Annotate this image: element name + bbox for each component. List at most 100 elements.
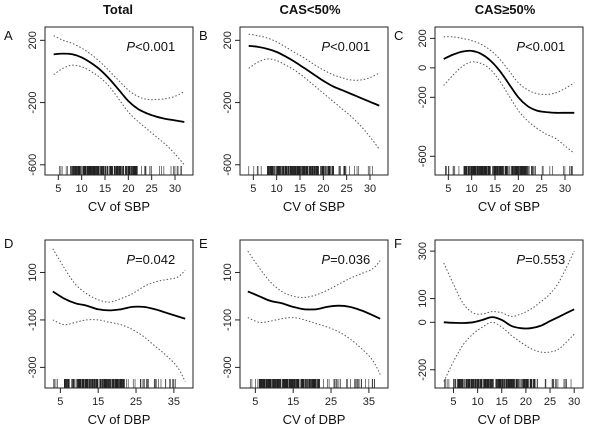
plot-frame (44, 239, 194, 389)
rug-marks (250, 379, 375, 388)
column-title-total: Total (103, 2, 133, 17)
x-tick-label: 25 (146, 183, 158, 195)
y-tick-label: 0 (417, 319, 429, 325)
y-tick-label: -600 (222, 154, 234, 176)
x-tick-label: 25 (536, 183, 548, 195)
p-value: =0.042 (135, 252, 175, 267)
rug-marks (53, 379, 176, 388)
series-lower (52, 319, 186, 382)
y-tick-label: -600 (417, 145, 429, 167)
panel-letter: F (394, 236, 402, 251)
series-upper (248, 33, 380, 81)
p-value: <0.001 (135, 39, 175, 54)
x-tick-label: 5 (250, 183, 256, 195)
series-lower (248, 58, 380, 150)
p-value: <0.001 (525, 39, 565, 54)
x-tick-label: 30 (364, 183, 376, 195)
series-upper (53, 35, 185, 101)
rug-marks (445, 166, 573, 175)
panel-d: D 5 15 25 35 100 -100 -300 P=0.042 CV of DBP (4, 236, 194, 427)
x-tick-label: 30 (568, 396, 580, 408)
p-value-label: P<0.001 (126, 39, 175, 54)
p-value-label: P=0.553 (516, 252, 565, 267)
x-tick-label: 20 (317, 183, 329, 195)
y-tick-label: 200 (27, 31, 39, 49)
series-upper (52, 248, 186, 303)
x-tick-label: 5 (57, 396, 63, 408)
x-tick-label: 5 (450, 396, 456, 408)
x-tick-label: 5 (445, 183, 451, 195)
x-tick-label: 5 (252, 396, 258, 408)
p-symbol: P (516, 39, 525, 54)
p-symbol: P (126, 39, 135, 54)
x-tick-label: 35 (168, 396, 180, 408)
x-tick-label: 35 (363, 396, 375, 408)
y-tick-label: 100 (27, 263, 39, 281)
series-upper (247, 250, 381, 298)
p-value: =0.036 (330, 252, 370, 267)
y-tick-label: -200 (222, 92, 234, 114)
x-tick-label: 15 (496, 396, 508, 408)
panel-c: C 5 10 15 20 25 30 200 0 -200 -600 P<0.001 CV of SBP (394, 26, 584, 214)
x-tick-label: 25 (130, 396, 142, 408)
series-upper (443, 36, 575, 95)
panel-letter: C (394, 28, 403, 43)
p-value-label: P=0.036 (321, 252, 370, 267)
panel-letter: A (4, 28, 13, 43)
plot-frame (434, 26, 584, 176)
y-tick-label: 100 (222, 263, 234, 281)
x-tick-label: 15 (287, 396, 299, 408)
x-tick-label: 5 (55, 183, 61, 195)
series-estimate (247, 290, 381, 320)
series-lower (443, 61, 575, 154)
x-tick-label: 20 (122, 183, 134, 195)
panel-letter: D (4, 236, 13, 251)
x-tick-label: 20 (512, 183, 524, 195)
series-estimate (248, 44, 380, 107)
y-tick-label: -200 (417, 359, 429, 381)
panel-letter: B (199, 28, 208, 43)
column-title-cas-under-50: CAS<50% (279, 2, 340, 17)
y-tick-label: 200 (417, 29, 429, 47)
p-value-label: P<0.001 (516, 39, 565, 54)
rug-marks (444, 379, 572, 388)
y-tick-label: 0 (417, 65, 429, 71)
x-tick-label: 10 (271, 183, 283, 195)
y-tick-label: -300 (222, 356, 234, 378)
x-tick-label: 25 (544, 396, 556, 408)
y-tick-label: 300 (417, 242, 429, 260)
y-tick-label: 100 (417, 289, 429, 307)
x-tick-label: 15 (489, 183, 501, 195)
panel-b: B 5 10 15 20 25 30 200 -200 -600 P<0.001 CV of SBP (199, 26, 389, 214)
panel-e: E 5 15 25 35 100 -100 -300 P=0.036 CV of DBP (199, 236, 389, 427)
rug-marks (248, 166, 373, 175)
rug-marks (59, 166, 182, 175)
p-symbol: P (321, 252, 330, 267)
x-tick-label: 30 (169, 183, 181, 195)
series-estimate (53, 52, 185, 123)
x-axis-label: CV of SBP (478, 199, 540, 214)
panel-a: A 5 10 15 20 25 30 200 -200 -600 P<0.001 CV of SBP (4, 26, 194, 214)
y-tick-label: -100 (222, 309, 234, 331)
y-tick-label: -300 (27, 356, 39, 378)
x-axis-label: CV of DBP (88, 412, 151, 427)
series-estimate (443, 308, 575, 330)
x-axis-label: CV of SBP (283, 199, 345, 214)
series-lower (443, 321, 575, 382)
x-tick-label: 15 (92, 396, 104, 408)
y-tick-label: -200 (417, 86, 429, 108)
x-axis-label: CV of DBP (283, 412, 346, 427)
y-tick-label: -100 (27, 309, 39, 331)
x-axis-label: CV of SBP (88, 199, 150, 214)
series-lower (247, 317, 381, 375)
x-tick-label: 20 (520, 396, 532, 408)
p-value-label: P<0.001 (321, 39, 370, 54)
series-estimate (52, 290, 186, 320)
p-value-label: P=0.042 (126, 252, 175, 267)
x-tick-label: 25 (341, 183, 353, 195)
series-estimate (443, 49, 575, 114)
series-upper (443, 250, 575, 317)
p-value: =0.553 (525, 252, 565, 267)
panel-f: F 5 10 15 20 25 30 300 100 0 -200 P=0.553 CV of DBP (394, 236, 584, 427)
